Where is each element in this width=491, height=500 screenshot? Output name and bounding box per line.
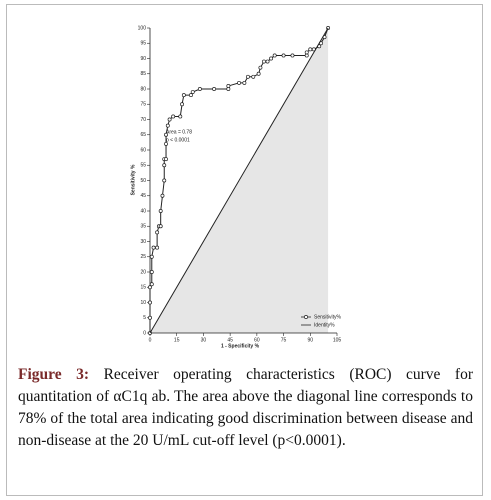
y-tick-label: 35	[140, 224, 146, 230]
figure-frame	[6, 4, 483, 496]
data-point	[162, 163, 167, 168]
x-tick-label: 30	[201, 337, 207, 343]
data-point	[151, 245, 156, 250]
data-point	[171, 114, 176, 119]
x-tick-label: 60	[254, 337, 260, 343]
data-point	[149, 270, 154, 274]
y-tick-label: 80	[140, 86, 146, 92]
y-tick-label: 95	[140, 41, 146, 47]
series-line	[149, 27, 329, 334]
data-point	[251, 74, 256, 79]
legend-label: Identity%	[314, 322, 335, 328]
data-point	[149, 254, 154, 259]
y-tick-label: 0	[143, 330, 146, 336]
data-point	[226, 83, 231, 88]
chart: 1 - Specificity % Sensitivity % Area = 0…	[130, 25, 342, 349]
y-axis-label: Sensitivity %	[130, 164, 136, 195]
data-point	[155, 230, 160, 235]
data-point	[181, 93, 186, 98]
data-point	[246, 74, 250, 79]
data-point	[164, 132, 168, 137]
y-tick-label: 50	[140, 178, 146, 184]
series-line	[149, 27, 329, 333]
x-axis-label: 1 - Specificity %	[221, 343, 260, 349]
data-point	[158, 209, 163, 213]
y-tick-label: 15	[140, 285, 146, 291]
data-point	[148, 285, 152, 290]
data-point	[281, 53, 286, 58]
data-point	[180, 102, 185, 107]
annotation: p < 0.0001	[166, 137, 190, 143]
data-point	[290, 53, 295, 58]
data-point	[148, 315, 152, 320]
data-point	[262, 59, 266, 64]
y-tick-label: 5	[143, 315, 146, 321]
data-point	[148, 300, 152, 305]
x-tick-label: 15	[174, 337, 180, 343]
data-point	[155, 245, 160, 250]
data-point	[237, 80, 241, 85]
y-tick-label: 90	[140, 56, 146, 62]
data-point	[160, 193, 165, 198]
data-point	[272, 53, 277, 58]
data-point	[158, 224, 163, 229]
caption-label: Figure 3:	[18, 366, 90, 383]
data-point	[162, 178, 167, 183]
legend-marker	[304, 315, 308, 319]
y-tick-label: 75	[140, 102, 146, 108]
caption: Figure 3: Receiver operating characteris…	[18, 364, 473, 452]
y-tick-label: 25	[140, 254, 146, 260]
data-point	[197, 87, 202, 91]
data-point	[256, 71, 261, 76]
data-point	[258, 65, 263, 70]
data-point	[189, 93, 193, 98]
data-point	[164, 157, 168, 162]
y-tick-label: 30	[140, 239, 146, 245]
data-point	[167, 117, 172, 122]
data-point	[265, 59, 270, 64]
data-point	[304, 50, 309, 55]
data-point	[190, 90, 195, 95]
y-tick-label: 60	[140, 147, 146, 153]
data-point	[212, 87, 217, 91]
data-point	[178, 114, 183, 119]
x-tick-label: 75	[281, 337, 287, 343]
data-point	[149, 282, 154, 287]
legend-label: Sensitivity%	[314, 314, 342, 320]
annotation: Area = 0.78	[166, 129, 192, 135]
y-tick-label: 100	[138, 25, 147, 31]
y-tick-label: 45	[140, 193, 146, 199]
y-tick-label: 55	[140, 163, 146, 169]
data-point	[164, 141, 168, 146]
x-tick-label: 105	[333, 337, 342, 343]
y-tick-label: 10	[140, 300, 146, 306]
y-tick-label: 70	[140, 117, 146, 123]
x-tick-label: 0	[149, 337, 152, 343]
data-point	[308, 47, 313, 52]
caption-text: Receiver operating characteristics (ROC)…	[18, 366, 474, 449]
data-point	[242, 80, 247, 85]
y-tick-label: 85	[140, 71, 146, 77]
y-tick-label: 40	[140, 208, 146, 214]
x-tick-label: 45	[227, 337, 233, 343]
y-tick-label: 20	[140, 269, 146, 275]
y-tick-label: 65	[140, 132, 146, 138]
x-tick-label: 90	[308, 337, 314, 343]
data-point	[269, 56, 274, 61]
data-point	[165, 123, 170, 128]
